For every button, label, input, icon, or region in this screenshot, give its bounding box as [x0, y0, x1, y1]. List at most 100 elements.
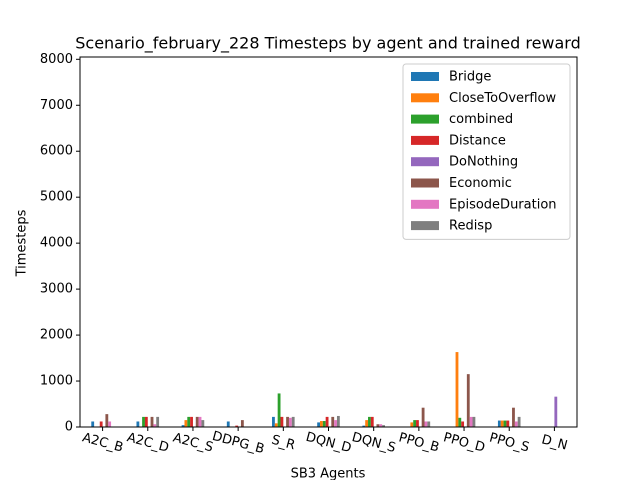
- bar: [322, 421, 326, 427]
- legend-label: Economic: [449, 176, 512, 191]
- legend-swatch: [411, 114, 439, 124]
- chart-title: Scenario_february_228 Timesteps by agent…: [75, 34, 581, 54]
- bar: [458, 417, 462, 427]
- bar: [410, 422, 414, 427]
- legend-label: DoNothing: [449, 155, 518, 170]
- legend-swatch: [411, 157, 439, 167]
- bar: [272, 416, 275, 427]
- bar: [461, 421, 465, 427]
- legend-label: EpisodeDuration: [449, 197, 557, 212]
- bar: [336, 415, 340, 427]
- legend-label: Bridge: [449, 70, 491, 85]
- bar: [291, 416, 295, 427]
- bar: [376, 424, 380, 427]
- bar: [325, 416, 329, 427]
- legend-box: [402, 63, 571, 240]
- bar: [517, 416, 521, 427]
- bar: [334, 420, 337, 427]
- legend-label: combined: [449, 112, 513, 127]
- bar: [382, 425, 385, 427]
- bar: [413, 420, 417, 427]
- bar: [240, 420, 244, 427]
- bar: [184, 420, 188, 427]
- bar: [317, 422, 321, 427]
- bar: [368, 416, 371, 427]
- bar: [506, 420, 510, 427]
- y-tick-label: 5000: [40, 190, 73, 205]
- x-tick-label: A2C_B: [81, 430, 125, 455]
- y-tick-label: 6000: [40, 144, 73, 159]
- x-tick-label: PPO_D: [442, 430, 487, 455]
- bar: [500, 420, 504, 427]
- plot-frame: [79, 56, 578, 428]
- bar: [466, 374, 470, 427]
- bar: [235, 425, 239, 427]
- bar: [153, 424, 157, 427]
- x-tick-label: S_R: [270, 433, 297, 454]
- bar: [195, 416, 199, 427]
- bar: [514, 421, 518, 427]
- bar: [424, 421, 428, 427]
- bar: [190, 416, 193, 427]
- x-tick-label: PPO_B: [397, 430, 441, 455]
- bar: [370, 416, 374, 427]
- bar: [108, 421, 112, 427]
- y-tick-label: 8000: [40, 52, 73, 67]
- bar: [156, 416, 160, 427]
- bar: [554, 396, 558, 427]
- bar: [320, 421, 323, 427]
- bar: [99, 421, 103, 427]
- bar: [142, 416, 145, 427]
- legend-swatch: [411, 93, 439, 103]
- bar: [181, 425, 185, 427]
- legend-swatch: [411, 178, 439, 188]
- bar: [427, 421, 431, 427]
- legend-label: Redisp: [449, 219, 492, 234]
- bar: [226, 421, 230, 427]
- x-tick-label: D_N: [540, 432, 569, 453]
- legend-label: CloseToOverflow: [449, 91, 557, 106]
- y-tick-label: 3000: [40, 282, 73, 297]
- bar: [455, 352, 459, 427]
- bar: [365, 420, 369, 427]
- y-tick-label: 1000: [40, 374, 73, 389]
- bar: [362, 425, 366, 427]
- bar: [105, 414, 109, 427]
- bar: [286, 416, 289, 427]
- legend-swatch: [411, 199, 439, 209]
- bar: [274, 423, 278, 427]
- bar: [421, 407, 425, 427]
- x-axis-label: SB3 Agents: [291, 467, 366, 480]
- bar: [277, 393, 281, 427]
- bar: [280, 416, 284, 427]
- x-tick-label: A2C_S: [171, 430, 214, 455]
- bar: [187, 416, 191, 427]
- bar: [144, 416, 148, 427]
- legend-swatch: [411, 135, 439, 145]
- bar: [503, 420, 507, 427]
- bar: [201, 420, 205, 427]
- legend-label: Distance: [449, 133, 506, 148]
- bar: [512, 407, 515, 427]
- x-tick-label: DQN_D: [304, 430, 353, 457]
- bar: [379, 424, 383, 427]
- bar: [150, 416, 154, 427]
- x-tick-label: A2C_D: [125, 430, 170, 456]
- bar: [91, 421, 95, 427]
- legend-swatch: [411, 72, 439, 81]
- y-tick-label: 0: [65, 420, 73, 435]
- y-tick-label: 2000: [40, 328, 73, 343]
- bar: [497, 420, 501, 427]
- bar: [331, 416, 335, 427]
- bar: [472, 416, 476, 427]
- y-tick-label: 7000: [40, 98, 73, 113]
- legend-swatch: [411, 221, 439, 231]
- bar: [136, 421, 140, 427]
- bar: [288, 417, 292, 427]
- y-tick-label: 4000: [40, 236, 73, 251]
- bar: [416, 420, 419, 427]
- bar: [469, 416, 473, 427]
- bar: [198, 416, 202, 427]
- x-tick-label: DDPG_B: [210, 429, 265, 457]
